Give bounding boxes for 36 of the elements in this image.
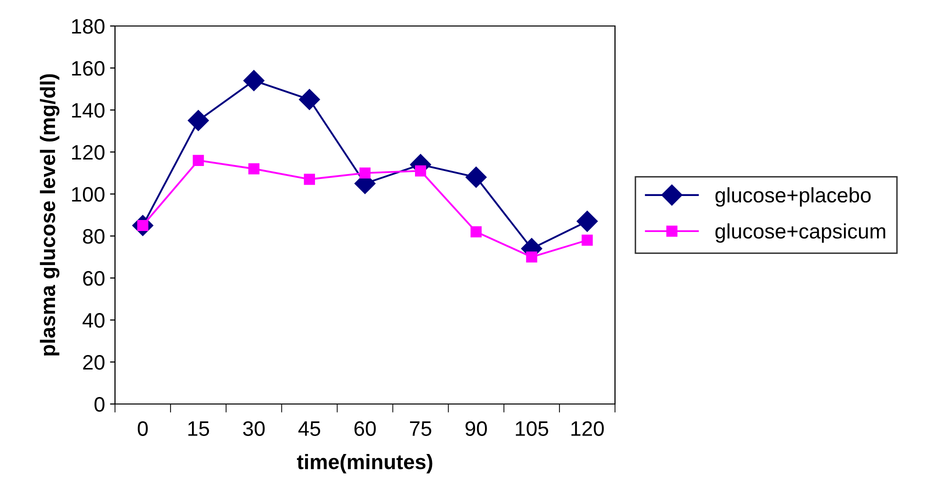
point [582,234,593,246]
point [359,167,371,179]
y-tick-label: 160 [72,61,104,76]
point [188,110,209,132]
x-tick-label: 15 [188,421,210,436]
point [466,166,487,188]
x-axis-title: time(minutes) [296,454,432,474]
point [576,210,598,232]
y-tick-label: 120 [72,145,104,160]
y-tick-label: 0 [94,397,104,412]
y-tick-label: 180 [72,19,104,34]
y-tick-label: 80 [83,229,104,244]
point [470,226,482,238]
x-tick-label: 30 [243,421,265,436]
x-tick-label: 105 [516,421,548,436]
y-tick-label: 140 [72,103,104,118]
x-tick-label: 75 [410,421,432,436]
point [243,70,264,92]
point [192,154,204,166]
point [415,165,426,176]
y-tick-label: 100 [72,187,104,202]
point [248,163,260,174]
y-tick-label: 60 [83,271,104,286]
point [304,174,315,185]
x-tick-label: 60 [354,421,376,436]
y-axis-title: plasma glucose level (mg/dl) [40,74,60,356]
x-tick-label: 0 [138,421,148,436]
x-tick-label: 90 [466,421,487,436]
legend-label: glucose+placebo [715,187,871,207]
x-tick-label: 45 [298,421,320,436]
point [526,251,538,263]
x-tick-label: 120 [571,421,604,436]
point [298,88,320,110]
legend-label: glucose+capsicum [715,223,886,243]
y-tick-label: 40 [82,313,104,328]
y-tick-label: 20 [83,355,104,370]
